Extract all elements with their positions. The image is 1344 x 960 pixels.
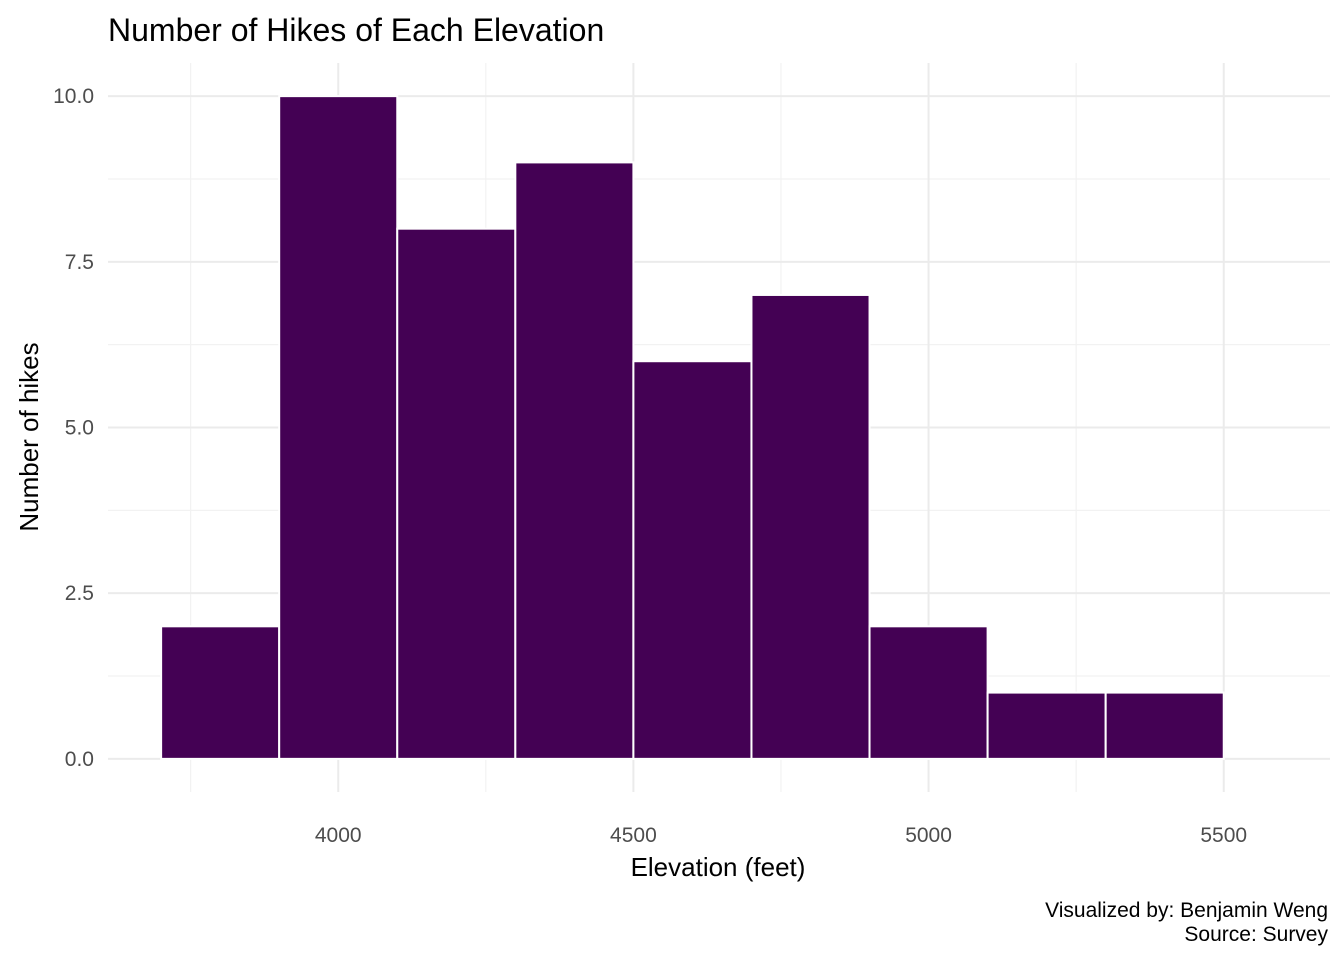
x-axis-title: Elevation (feet) bbox=[631, 852, 806, 882]
y-axis-ticks: 0.0 2.5 5.0 7.5 10.0 bbox=[53, 85, 94, 771]
y-tick-label-0: 0.0 bbox=[65, 748, 94, 771]
bar-4500-4700 bbox=[632, 360, 753, 760]
histogram-bars bbox=[160, 95, 1225, 760]
y-tick-label-4: 10.0 bbox=[53, 85, 94, 108]
caption-credit: Visualized by: Benjamin Weng bbox=[1045, 899, 1328, 922]
bar-4900-5100 bbox=[868, 625, 989, 760]
chart-title: Number of Hikes of Each Elevation bbox=[108, 12, 604, 48]
bar-5100-5300 bbox=[986, 691, 1107, 760]
y-tick-label-2: 5.0 bbox=[65, 417, 94, 440]
bar-4100-4300 bbox=[396, 227, 517, 760]
bar-3900-4100 bbox=[278, 95, 399, 760]
bar-4300-4500 bbox=[514, 161, 635, 760]
caption-source: Source: Survey bbox=[1184, 923, 1328, 946]
bar-5300-5500 bbox=[1104, 691, 1225, 760]
x-tick-label-2: 5000 bbox=[905, 824, 952, 847]
x-axis-ticks: 4000 4500 5000 5500 bbox=[315, 824, 1247, 847]
y-tick-label-3: 7.5 bbox=[65, 251, 94, 274]
x-tick-label-3: 5500 bbox=[1200, 824, 1247, 847]
x-tick-label-1: 4500 bbox=[610, 824, 657, 847]
y-tick-label-1: 2.5 bbox=[65, 582, 94, 605]
bar-4700-4900 bbox=[750, 293, 871, 760]
x-tick-label-0: 4000 bbox=[315, 824, 362, 847]
y-axis-title: Number of hikes bbox=[14, 342, 44, 531]
bar-3700-3900 bbox=[160, 625, 281, 760]
